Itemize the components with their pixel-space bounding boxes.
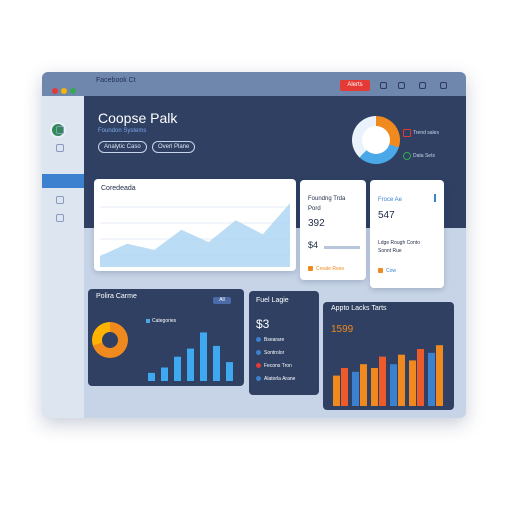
donut-card-title: Polira Carme — [96, 293, 137, 300]
bar — [200, 332, 207, 381]
bar — [409, 360, 416, 406]
grouped-bar-chart — [333, 345, 443, 406]
bar — [148, 372, 155, 381]
donut-chart — [92, 322, 128, 358]
donut-bar-chart — [148, 332, 233, 381]
sidebar-item-dashboard-active[interactable] — [42, 174, 84, 188]
bar — [352, 371, 359, 406]
bar — [161, 367, 168, 381]
donut-legend-label: Categories — [152, 318, 177, 324]
kpi2-footer[interactable]: Cow — [386, 268, 397, 274]
kpi1-label: Pord — [308, 206, 321, 212]
notification-icon[interactable] — [380, 82, 387, 89]
list-item[interactable]: Fecons Tron — [264, 363, 292, 369]
sidebar-item-reports[interactable] — [56, 144, 64, 152]
kpi1-bar — [324, 246, 360, 249]
legend-green-icon — [403, 152, 411, 160]
donut-bar-card: Polira Carme All Categories — [88, 289, 244, 386]
kpi2-menu-icon[interactable] — [434, 194, 436, 202]
area-chart — [100, 203, 290, 267]
area-card-title: Coredeada — [101, 185, 136, 192]
bar — [436, 345, 443, 406]
list-item-icon — [256, 337, 261, 342]
alert-button[interactable]: Alerts — [340, 80, 370, 91]
list-item-icon — [256, 376, 261, 381]
kpi-card-1: Foundng Trda Pord 392 $4 Create Reav — [300, 180, 366, 280]
area-chart-card: Coredeada — [94, 179, 296, 271]
list-card-title: Fuel Lagie — [256, 297, 289, 304]
kpi1-subvalue: $4 — [308, 240, 319, 250]
bar — [379, 356, 386, 406]
list-item[interactable]: Alatorla Arane — [264, 376, 296, 382]
maximize-icon[interactable] — [70, 88, 76, 94]
sidebar-item-settings[interactable] — [56, 214, 64, 222]
kpi2-desc-1: Ldge Rough Conto — [378, 240, 420, 246]
bar — [360, 364, 367, 406]
donut-hole — [102, 332, 118, 348]
bar — [213, 345, 220, 381]
list-item-icon — [256, 363, 261, 368]
donut-hole — [362, 126, 390, 154]
user-icon[interactable] — [419, 82, 426, 89]
bar-card-title: Appto Lacks Tarts — [331, 305, 387, 312]
bar — [174, 356, 181, 381]
kpi-card-2: Froce Ae 547 Ldge Rough Conto Sonnt Rue … — [370, 180, 444, 288]
bar — [226, 362, 233, 381]
area-series — [100, 203, 290, 267]
bar — [390, 364, 397, 406]
sidebar — [42, 96, 84, 418]
page-title: Coopse Palk — [98, 110, 178, 126]
bar — [187, 348, 194, 381]
header-legend-2: Data Sets — [413, 153, 435, 159]
kpi2-title: Froce Ae — [378, 197, 403, 203]
list-card-value: $3 — [256, 317, 270, 331]
list-item[interactable]: Bsearare — [264, 337, 285, 343]
filter-pill-2[interactable]: Overl Plane — [152, 141, 196, 153]
kpi2-footer-icon — [378, 268, 383, 273]
kpi2-desc-2: Sonnt Rue — [378, 248, 402, 254]
bar — [333, 375, 340, 406]
list-card: Fuel Lagie $3 Bsearare Sontrolor Fecons … — [249, 291, 319, 395]
donut-card-filter-button[interactable]: All — [213, 297, 231, 304]
kpi1-title: Foundng Trda — [308, 196, 346, 202]
bar-card-value: 1599 — [331, 324, 354, 335]
legend-swatch — [146, 319, 150, 323]
filter-pill-1[interactable]: Analytic Caso — [98, 141, 147, 153]
kpi1-footer-icon — [308, 266, 313, 271]
close-icon[interactable] — [52, 88, 58, 94]
sidebar-item-users[interactable] — [56, 196, 64, 204]
header-legend-1: Trend sales — [413, 130, 439, 136]
settings-icon[interactable] — [398, 82, 405, 89]
kpi2-value: 547 — [378, 210, 395, 221]
legend-red-icon — [403, 129, 411, 137]
page-subtitle: Foundon Systems — [98, 128, 147, 134]
bar — [398, 354, 405, 406]
title-bar: Facebook Ct Alerts — [42, 72, 466, 96]
kpi1-value: 392 — [308, 218, 325, 229]
window-controls[interactable] — [52, 81, 79, 99]
minimize-icon[interactable] — [61, 88, 67, 94]
kpi1-footer[interactable]: Create Reav — [316, 266, 345, 272]
list-item[interactable]: Sontrolor — [264, 350, 285, 356]
bar-chart-card: Appto Lacks Tarts 1599 — [323, 302, 454, 410]
header-donut-chart — [352, 116, 400, 164]
sidebar-item-home[interactable] — [56, 126, 64, 134]
bar — [417, 349, 424, 406]
bar — [371, 368, 378, 406]
bar — [341, 368, 348, 406]
window-title: Facebook Ct — [96, 77, 136, 84]
list-item-icon — [256, 350, 261, 355]
bar — [428, 352, 435, 406]
menu-icon[interactable] — [440, 82, 447, 89]
